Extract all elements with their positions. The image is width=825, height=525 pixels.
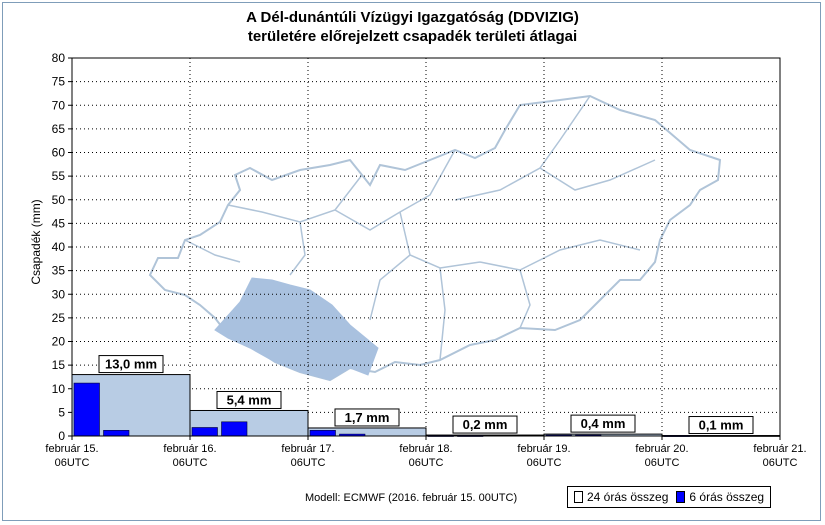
y-tick-label: 65 [52, 122, 66, 136]
bar-6h [221, 421, 248, 437]
bar-6h [309, 430, 336, 437]
value-label-box [334, 408, 400, 427]
y-tick-label: 50 [52, 193, 66, 207]
x-tick-label: február 15. [45, 443, 98, 455]
chart-axes: 0 5 10 15 20 25 30 35 40 45 50 55 60 65 70 75 80 február … [29, 51, 807, 469]
y-tick-label: 35 [52, 264, 66, 278]
value-label: 0,4 mm [581, 416, 626, 431]
legend-item-6h: 6 órás összeg [676, 490, 764, 504]
bar-6h [191, 427, 218, 437]
ddvizig-region [214, 277, 379, 381]
x-tick-label: február 21. [753, 443, 806, 455]
value-label-box [570, 414, 636, 433]
legend-swatch-24h [574, 491, 583, 503]
legend-label-24h: 24 órás összeg [587, 490, 669, 504]
y-tick-label: 55 [52, 169, 66, 183]
model-caption: Modell: ECMWF (2016. február 15. 00UTC) [305, 492, 518, 504]
x-tick-label: 06UTC [55, 457, 90, 469]
y-tick-label: 70 [52, 98, 66, 112]
x-tick-label: 06UTC [409, 457, 444, 469]
legend: 24 órás összeg 6 órás összeg [567, 486, 772, 508]
chart-title: A Dél-dunántúli Vízügyi Igazgatóság (DDV… [0, 8, 825, 46]
x-tick-label: február 20. [635, 443, 688, 455]
value-label-box [452, 415, 518, 434]
x-tick-label: február 16. [163, 443, 216, 455]
value-label: 1,7 mm [345, 410, 390, 425]
y-axis-label: Csapadék (mm) [29, 199, 43, 284]
value-label: 0,2 mm [463, 417, 508, 432]
value-label: 13,0 mm [105, 357, 157, 372]
x-tick-label: 06UTC [763, 457, 798, 469]
y-tick-label: 25 [52, 311, 66, 325]
x-tick-label: 06UTC [291, 457, 326, 469]
legend-label-6h: 6 órás összeg [689, 490, 765, 504]
y-tick-label: 10 [52, 382, 66, 396]
value-label: 5,4 mm [227, 392, 272, 407]
legend-swatch-6h [676, 491, 686, 503]
y-tick-label: 75 [52, 75, 66, 89]
y-tick-label: 5 [58, 405, 65, 419]
title-line-2: területére előrejelzett csapadék terület… [247, 28, 578, 45]
hungary-map-background [148, 94, 722, 382]
x-tick-label: február 19. [517, 443, 570, 455]
y-tick-label: 80 [52, 51, 66, 65]
y-tick-label: 45 [52, 216, 66, 230]
x-tick-label: február 17. [281, 443, 334, 455]
x-tick-label: 06UTC [173, 457, 208, 469]
y-tick-label: 40 [52, 240, 66, 254]
x-tick-label: február 18. [399, 443, 452, 455]
x-tick-label: 06UTC [527, 457, 562, 469]
bar-6h [73, 382, 100, 437]
value-label-box [98, 355, 164, 374]
bar-6h [103, 430, 130, 437]
value-label-box [688, 416, 754, 435]
county-borders [184, 95, 656, 361]
y-tick-label: 60 [52, 146, 66, 160]
plot-area-border [71, 57, 781, 437]
y-tick-label: 20 [52, 335, 66, 349]
bars-24h-series [71, 374, 781, 437]
title-line-1: A Dél-dunántúli Vízügyi Igazgatóság (DDV… [246, 9, 579, 26]
y-tick-label: 0 [58, 429, 65, 443]
legend-item-24h: 24 órás összeg [574, 490, 668, 504]
value-labels: 13,0 mm 5,4 mm 1,7 mm 0,2 mm 0,4 mm 0,1 mm [98, 355, 754, 435]
value-label: 0,1 mm [699, 418, 744, 433]
y-tick-label: 30 [52, 287, 66, 301]
x-tick-label: 06UTC [645, 457, 680, 469]
value-label-box [216, 390, 282, 409]
y-tick-label: 15 [52, 358, 66, 372]
